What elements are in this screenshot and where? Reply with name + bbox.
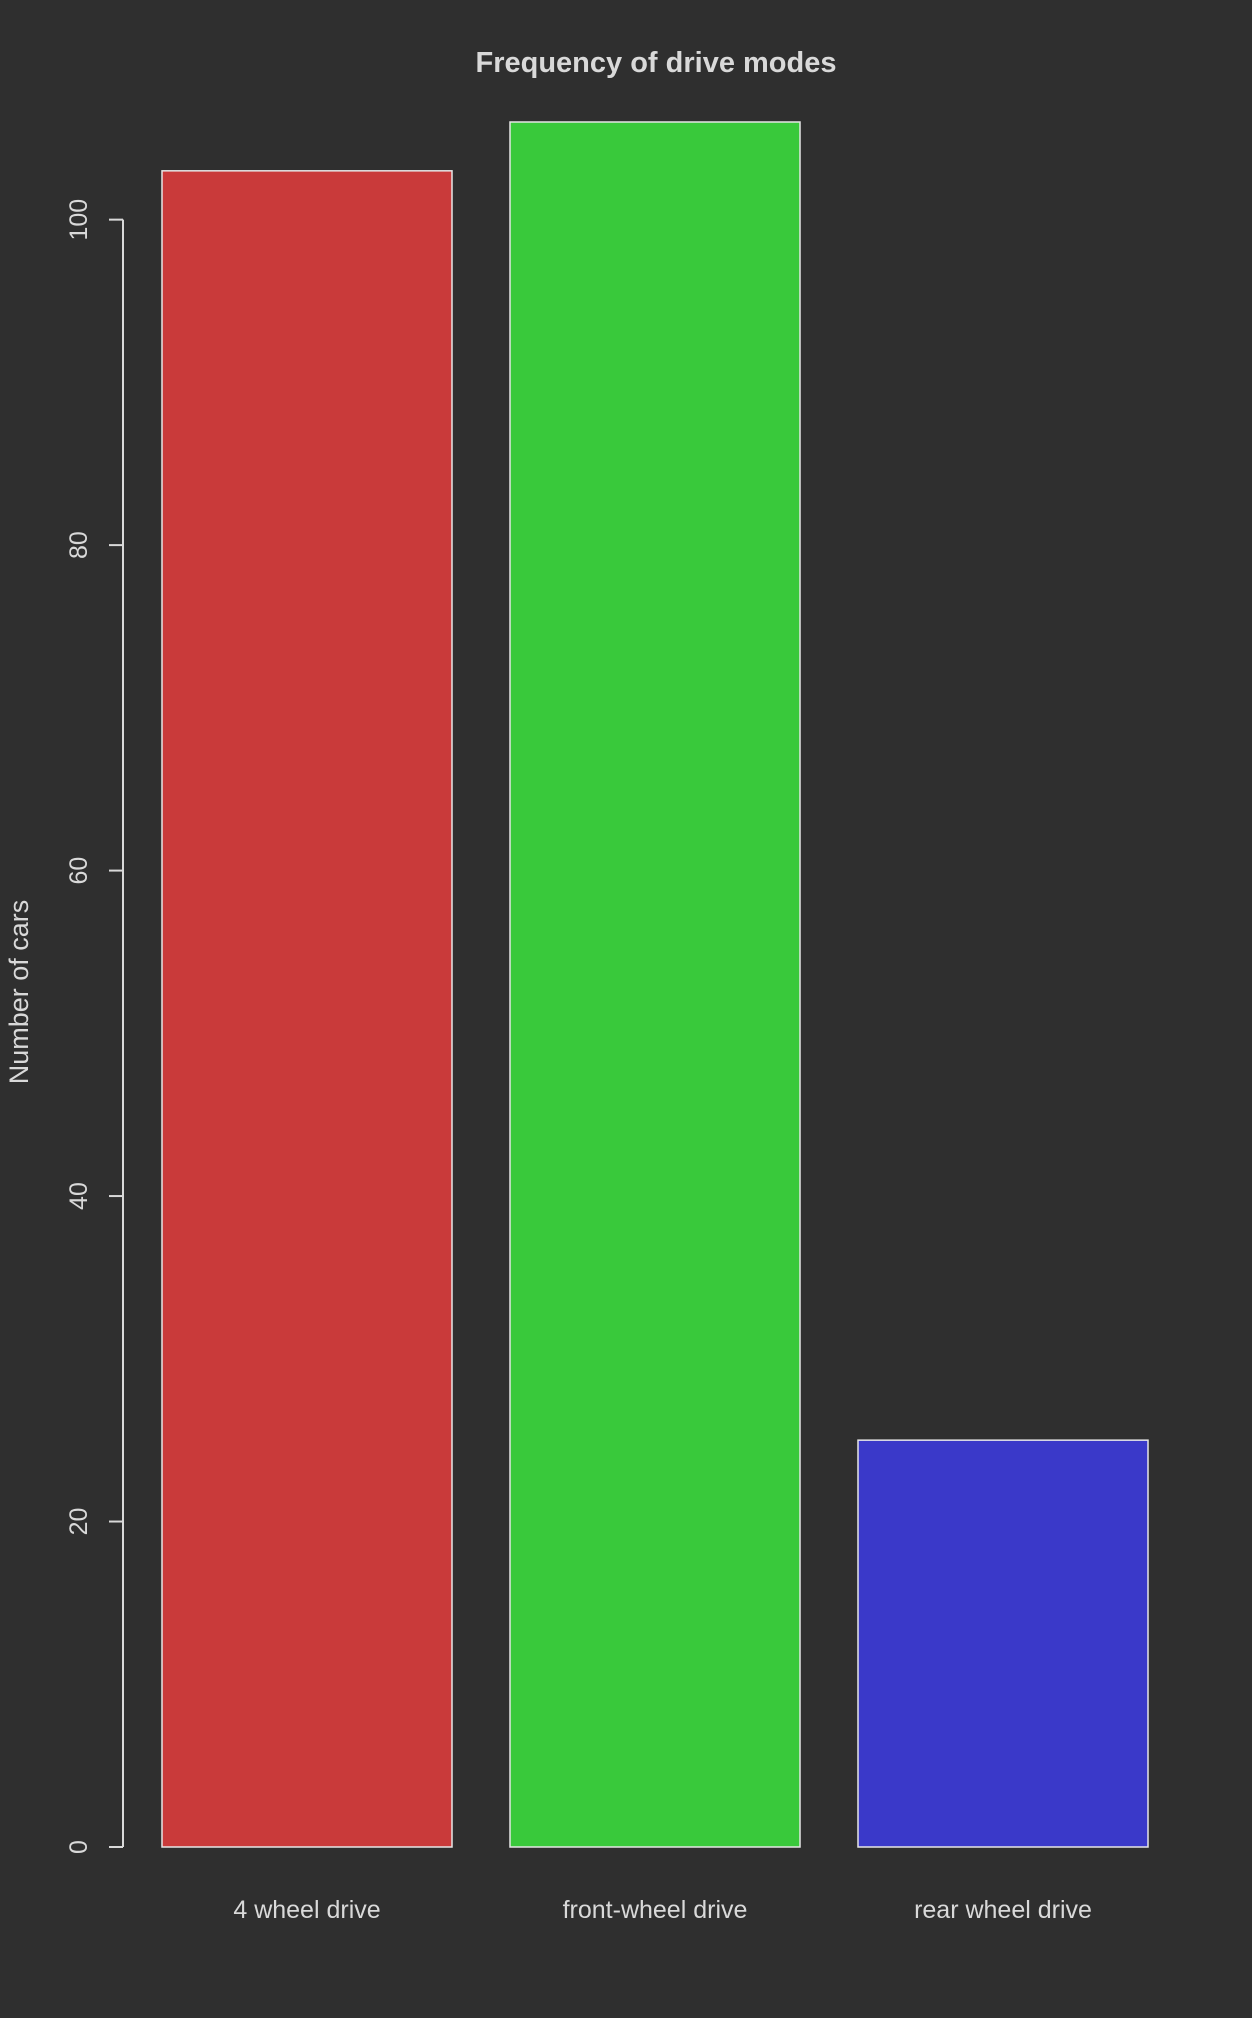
y-axis-label: Number of cars — [4, 900, 34, 1085]
y-tick-label-0: 0 — [65, 1840, 93, 1854]
y-tick-label-80: 80 — [65, 531, 93, 559]
x-tick-label-3: rear wheel drive — [914, 1896, 1092, 1924]
y-tick-label-60: 60 — [65, 857, 93, 885]
bars-group — [161, 121, 1149, 1848]
x-axis-labels: 4 wheel drive front-wheel drive rear wheel… — [233, 1896, 1092, 1924]
y-tick-label-20: 20 — [65, 1508, 93, 1536]
y-axis: 0 20 40 60 80 100 — [65, 199, 124, 1854]
x-tick-label-1: 4 wheel drive — [233, 1896, 380, 1924]
bar-2 — [509, 121, 801, 1848]
chart-title: Frequency of drive modes — [476, 47, 837, 79]
bar-1 — [161, 170, 453, 1848]
y-tick-label-100: 100 — [65, 199, 93, 241]
bar-3 — [857, 1439, 1149, 1848]
x-tick-label-2: front-wheel drive — [563, 1896, 748, 1924]
y-tick-label-40: 40 — [65, 1182, 93, 1210]
